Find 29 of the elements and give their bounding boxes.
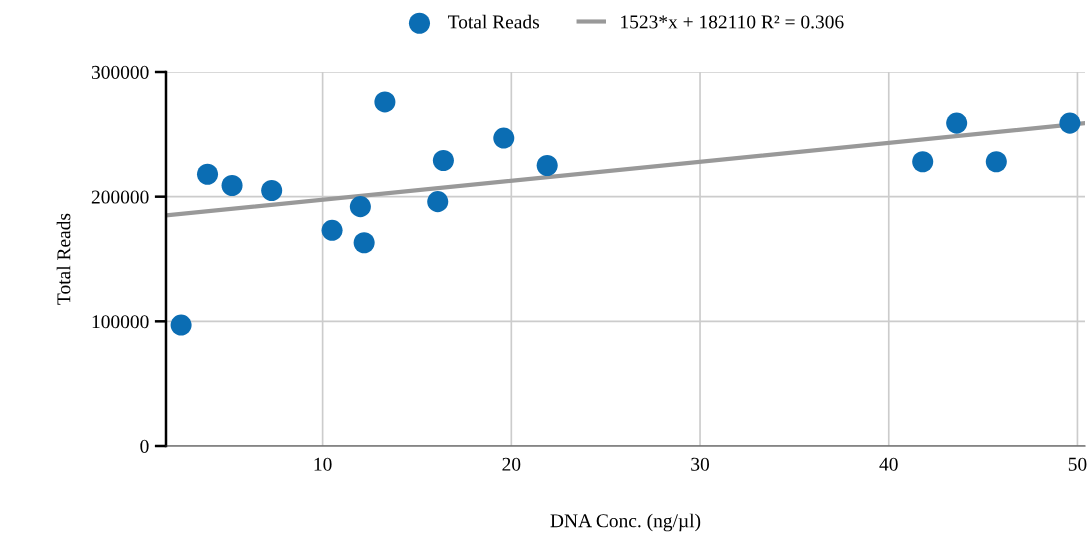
point — [432, 149, 454, 172]
point — [321, 219, 343, 241]
point — [261, 179, 283, 201]
point — [221, 174, 243, 196]
x-tick-label: 30 — [691, 457, 710, 471]
point — [912, 151, 934, 173]
x-tick-label: 40 — [879, 457, 898, 471]
y-tick-label: 100000 — [92, 315, 149, 329]
point — [374, 91, 396, 113]
point — [353, 232, 375, 254]
point — [427, 191, 449, 213]
point — [349, 196, 371, 218]
y-axis-title: Total Reads — [56, 213, 71, 305]
y-tick-label: 200000 — [91, 190, 149, 204]
point — [946, 112, 968, 134]
point — [493, 127, 515, 149]
point — [1059, 112, 1081, 134]
point — [985, 151, 1007, 173]
point — [170, 314, 192, 336]
y-tick-label: 0 — [140, 439, 149, 453]
y-tick-label: 300000 — [91, 65, 149, 79]
point — [196, 163, 219, 185]
legend-label: Total Reads — [448, 14, 540, 29]
x-tick-label: 20 — [502, 457, 521, 471]
x-tick-label: 10 — [314, 457, 332, 471]
legend-label: 1523*x + 182110 R² = 0.306 — [621, 15, 844, 29]
x-axis-title: DNA Conc. (ng/µl) — [550, 513, 701, 532]
point — [536, 154, 558, 177]
x-tick-label: 50 — [1068, 457, 1087, 471]
